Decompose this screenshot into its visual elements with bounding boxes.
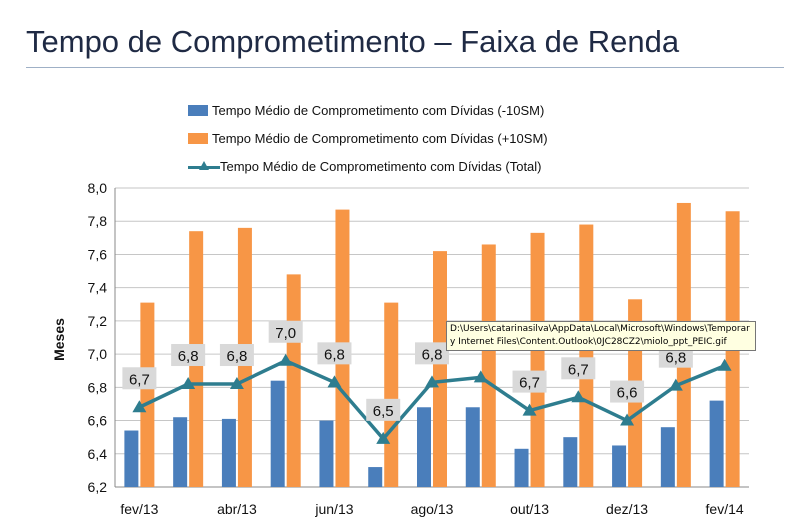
y-tick-label: 7,0 [88,346,108,362]
line-total-marker [571,390,586,403]
bar-high-10sm [286,274,301,487]
bar-high-10sm [433,251,447,487]
data-label-box [171,344,206,367]
x-tick-label: ago/13 [411,501,454,517]
legend-swatch-high [188,132,208,144]
bar-low-10sm [124,430,139,487]
x-tick-label: abr/13 [217,501,257,517]
data-label-box [610,380,645,403]
line-total-marker [473,370,488,383]
bar-high-10sm [579,224,594,488]
line-total-marker [278,353,293,366]
data-label-box [366,398,401,421]
x-tick-label: out/13 [510,501,549,517]
line-total-marker [132,400,147,413]
bar-low-10sm [368,467,383,487]
data-label: 6,6 [617,385,638,402]
data-label: 6,8 [178,348,199,365]
line-total-marker [229,377,244,390]
data-label: 7,0 [275,325,296,342]
data-label: 6,5 [373,403,394,420]
bar-low-10sm [319,420,334,487]
y-tick-label: 7,2 [88,313,108,329]
bar-low-10sm [514,448,529,487]
line-total-marker [181,377,196,390]
data-label-box [512,370,547,393]
legend-item-high: Tempo Médio de Comprometimento com Dívid… [188,124,548,152]
x-tick-label: jun/13 [314,501,353,517]
line-total-marker [522,403,537,416]
bar-high-10sm [481,244,496,487]
data-label-box [658,345,693,368]
y-tick-label: 6,2 [88,479,108,495]
legend-item-low: Tempo Médio de Comprometimento com Dívid… [188,96,548,124]
x-tick-label: dez/13 [606,501,648,517]
bar-low-10sm [417,407,431,487]
data-label-box [561,357,596,380]
legend-label-low: Tempo Médio de Comprometimento com Dívid… [212,102,545,118]
legend-swatch-low [188,104,208,116]
bar-low-10sm [660,427,675,487]
data-label-box [219,344,254,367]
file-path-tooltip: D:\Users\catarinasilva\AppData\Local\Mic… [446,321,756,351]
bar-low-10sm [465,407,480,487]
data-label-box [268,320,303,343]
x-tick-label: fev/13 [120,501,158,517]
bar-low-10sm [270,380,285,487]
y-tick-label: 7,4 [88,280,108,296]
bar-low-10sm [612,445,627,487]
data-label: 6,8 [665,350,686,367]
line-total-marker [620,413,635,426]
data-label-box [415,342,449,365]
x-tick-label: fev/14 [706,501,744,517]
data-label: 6,8 [226,348,247,365]
bar-low-10sm [563,437,578,487]
chart-legend: Tempo Médio de Comprometimento com Dívid… [188,96,548,180]
bar-low-10sm [709,400,724,487]
line-total-marker [425,375,439,388]
y-tick-label: 6,4 [88,446,108,462]
line-total-marker [327,375,342,388]
y-axis-title: Meses [51,318,67,361]
data-label: 6,7 [519,375,540,392]
data-label-box [122,367,157,390]
y-tick-label: 6,6 [88,413,108,429]
bar-high-10sm [140,302,155,487]
bar-high-10sm [530,232,545,487]
y-tick-label: 8,0 [88,180,108,196]
y-tick-label: 7,6 [88,246,108,262]
data-label: 6,7 [129,371,150,388]
legend-item-total: Tempo Médio de Comprometimento com Dívid… [188,152,548,180]
data-label: 6,8 [324,346,345,363]
bar-low-10sm [221,418,236,487]
line-total-marker [717,358,732,371]
data-label: 6,7 [568,361,589,378]
slide-title: Tempo de Comprometimento – Faixa de Rend… [26,24,680,59]
legend-swatch-total [188,160,220,172]
line-total-marker [668,378,683,391]
y-tick-label: 6,8 [88,379,108,395]
legend-label-high: Tempo Médio de Comprometimento com Dívid… [212,130,548,146]
legend-label-total: Tempo Médio de Comprometimento com Dívid… [220,158,542,174]
y-tick-label: 7,8 [88,213,108,229]
bar-high-10sm [384,302,399,487]
data-label-box [317,342,352,365]
title-rule [26,67,784,68]
bar-low-10sm [173,417,188,487]
line-total-marker [376,431,391,444]
data-label: 6,8 [422,346,443,363]
